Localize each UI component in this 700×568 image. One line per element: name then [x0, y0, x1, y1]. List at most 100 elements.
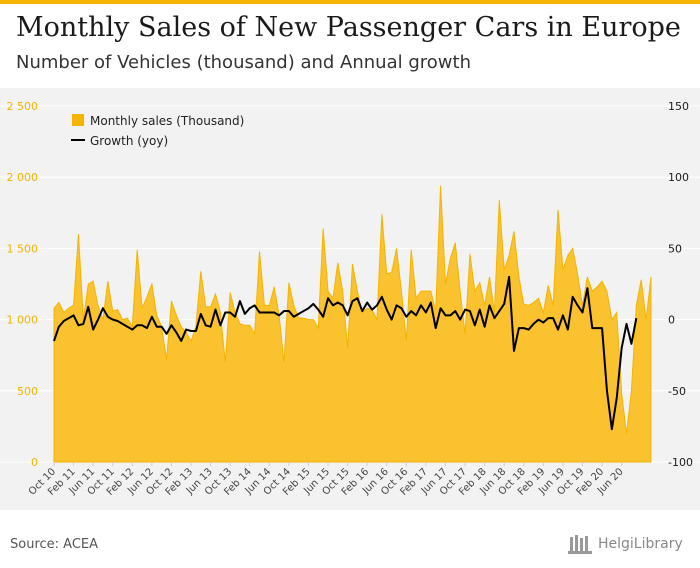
sales-point: [601, 280, 603, 282]
sales-point: [297, 317, 299, 319]
growth-point: [63, 320, 65, 322]
growth-point: [229, 311, 231, 313]
sales-point: [547, 284, 549, 286]
growth-point: [322, 316, 324, 318]
growth-point: [268, 311, 270, 313]
growth-point: [586, 287, 588, 289]
growth-line-layer: [53, 275, 638, 431]
sales-point: [239, 323, 241, 325]
growth-point: [151, 316, 153, 318]
source-note: Source: ACEA: [10, 537, 99, 552]
growth-point: [532, 323, 534, 325]
sales-point: [87, 283, 89, 285]
sales-point: [425, 290, 427, 292]
sales-point: [557, 209, 559, 211]
sales-point: [532, 301, 534, 303]
growth-point: [405, 316, 407, 318]
sales-point: [170, 300, 172, 302]
growth-point: [317, 308, 319, 310]
sales-point: [464, 333, 466, 335]
sales-point: [312, 318, 314, 320]
sales-point: [72, 304, 74, 306]
sales-point: [620, 392, 622, 394]
growth-point: [425, 311, 427, 313]
growth-point: [449, 314, 451, 316]
growth-point: [190, 330, 192, 332]
growth-point: [136, 324, 138, 326]
growth-point: [415, 314, 417, 316]
growth-point: [386, 308, 388, 310]
sales-point: [322, 227, 324, 229]
sales-point: [562, 269, 564, 271]
growth-point: [107, 316, 109, 318]
sales-point: [498, 199, 500, 201]
left-tick-label: 500: [17, 385, 38, 398]
top-accent-bar: [0, 0, 700, 4]
sales-point: [567, 254, 569, 256]
helgilibrary-logo: HelgiLibrary: [568, 533, 692, 557]
growth-point: [214, 308, 216, 310]
sales-point: [273, 286, 275, 288]
chart-title: Monthly Sales of New Passenger Cars in E…: [16, 12, 681, 43]
sales-point: [327, 290, 329, 292]
growth-point: [567, 328, 569, 330]
sales-point: [77, 233, 79, 235]
sales-point: [640, 279, 642, 281]
growth-point: [625, 323, 627, 325]
sales-point: [390, 271, 392, 273]
sales-point: [342, 290, 344, 292]
left-axis: 0 500 1 000 1 500 2 000 2 500: [7, 100, 39, 469]
growth-point: [381, 296, 383, 298]
growth-point: [513, 350, 515, 352]
growth-point: [253, 304, 255, 306]
sales-point: [258, 250, 260, 252]
growth-point: [337, 301, 339, 303]
sales-point: [136, 249, 138, 251]
sales-point: [219, 311, 221, 313]
growth-point: [493, 317, 495, 319]
sales-point: [503, 269, 505, 271]
sales-point: [165, 358, 167, 360]
right-tick-label: -50: [668, 385, 686, 398]
sales-point: [434, 310, 436, 312]
sales-point: [214, 293, 216, 295]
growth-point: [430, 301, 432, 303]
left-tick-label: 1 500: [7, 242, 39, 255]
growth-point: [283, 310, 285, 312]
sales-point: [253, 333, 255, 335]
growth-point: [527, 328, 529, 330]
growth-point: [297, 313, 299, 315]
sales-point: [591, 290, 593, 292]
growth-point: [112, 318, 114, 320]
growth-point: [371, 308, 373, 310]
growth-point: [258, 311, 260, 313]
sales-point: [596, 286, 598, 288]
growth-point: [209, 326, 211, 328]
sales-point: [449, 257, 451, 259]
sales-point: [508, 254, 510, 256]
growth-point: [572, 296, 574, 298]
sales-point: [317, 327, 319, 329]
brand-name: HelgiLibrary: [598, 536, 683, 552]
growth-point: [498, 310, 500, 312]
sales-area: [53, 185, 652, 463]
sales-point: [337, 261, 339, 263]
growth-point: [469, 310, 471, 312]
sales-point: [420, 290, 422, 292]
sales-point: [650, 276, 652, 278]
sales-point: [67, 307, 69, 309]
growth-point: [312, 303, 314, 305]
sales-point: [454, 242, 456, 244]
growth-point: [547, 317, 549, 319]
sales-point: [283, 361, 285, 363]
sales-point: [366, 307, 368, 309]
growth-point: [82, 323, 84, 325]
growth-point: [146, 327, 148, 329]
growth-point: [361, 310, 363, 312]
legend-swatch-sales: [72, 114, 84, 126]
growth-point: [126, 326, 128, 328]
growth-point: [327, 297, 329, 299]
growth-point: [200, 313, 202, 315]
sales-point: [351, 263, 353, 265]
